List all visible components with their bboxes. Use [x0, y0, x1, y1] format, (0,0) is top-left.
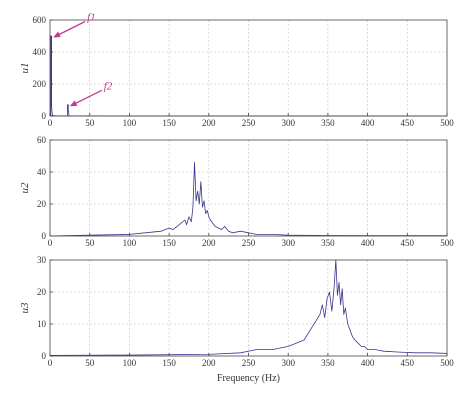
x-tick-label: 150: [162, 358, 176, 368]
subplot-1: 0 50 100 150 200 250 300 350 400 450 500 0 200 400 600…: [19, 12, 454, 129]
x-tick-label: 500: [440, 238, 454, 248]
y-tick-label: 0: [42, 351, 47, 361]
subplot-3: 0 50 100 150 200 250 300 350 400 450 500 0 10 20 30 u3 F…: [19, 255, 454, 384]
subplot-2: 0 50 100 150 200 250 300 350 400 450 500 0 20 40 60 u2: [19, 135, 454, 248]
y-tick-label: 0: [42, 111, 47, 121]
x-tick-label: 300: [281, 358, 295, 368]
y-tick-label: 30: [37, 255, 47, 265]
x-tick-label: 150: [162, 238, 176, 248]
x-tick-label: 150: [162, 118, 176, 128]
x-tick-label: 300: [281, 238, 295, 248]
x-tick-label: 400: [361, 358, 375, 368]
x-tick-label: 400: [361, 118, 375, 128]
x-tick-label: 0: [48, 238, 53, 248]
x-tick-label: 100: [123, 118, 137, 128]
series-line-1: [49, 161, 447, 237]
y-tick-label: 400: [33, 47, 47, 57]
x-tick-label: 500: [440, 118, 454, 128]
y-tick-label: 200: [33, 79, 47, 89]
annotation-arrowhead: [53, 31, 61, 38]
x-tick-label: 350: [321, 358, 335, 368]
y-tick-label: 600: [33, 15, 47, 25]
x-tick-label: 50: [85, 238, 95, 248]
y-tick-label: 20: [37, 199, 47, 209]
y-tick-label: 0: [42, 231, 47, 241]
y-axis-label: u3: [19, 302, 31, 314]
x-tick-label: 100: [123, 238, 137, 248]
x-tick-label: 450: [401, 358, 415, 368]
x-tick-label: 50: [85, 358, 95, 368]
series-line-1: [49, 259, 448, 356]
annotation-label: f1: [87, 12, 96, 24]
annotation-arrow: [57, 20, 86, 36]
x-tick-label: 0: [48, 358, 53, 368]
x-tick-label: 450: [401, 238, 415, 248]
x-tick-label: 300: [281, 118, 295, 128]
annotation-arrowhead: [69, 100, 78, 107]
y-tick-label: 40: [37, 167, 47, 177]
x-tick-label: 500: [440, 358, 454, 368]
x-tick-label: 250: [242, 118, 256, 128]
x-axis-label: Frequency (Hz): [217, 373, 280, 384]
annotation-label: f2: [104, 80, 113, 92]
annotation-arrow: [74, 89, 103, 105]
x-tick-label: 100: [123, 358, 137, 368]
x-tick-label: 50: [85, 118, 95, 128]
y-tick-label: 10: [37, 319, 47, 329]
x-tick-label: 400: [361, 238, 375, 248]
y-tick-label: 20: [37, 287, 47, 297]
x-tick-label: 450: [401, 118, 415, 128]
x-tick-label: 200: [202, 358, 216, 368]
y-axis-label: u1: [19, 63, 31, 74]
x-tick-label: 200: [202, 238, 216, 248]
x-tick-label: 0: [48, 118, 53, 128]
x-tick-label: 250: [242, 238, 256, 248]
x-tick-label: 350: [321, 118, 335, 128]
y-tick-label: 60: [37, 135, 47, 145]
x-tick-label: 200: [202, 118, 216, 128]
x-tick-label: 250: [242, 358, 256, 368]
y-axis-label: u2: [19, 182, 31, 194]
x-tick-label: 350: [321, 238, 335, 248]
